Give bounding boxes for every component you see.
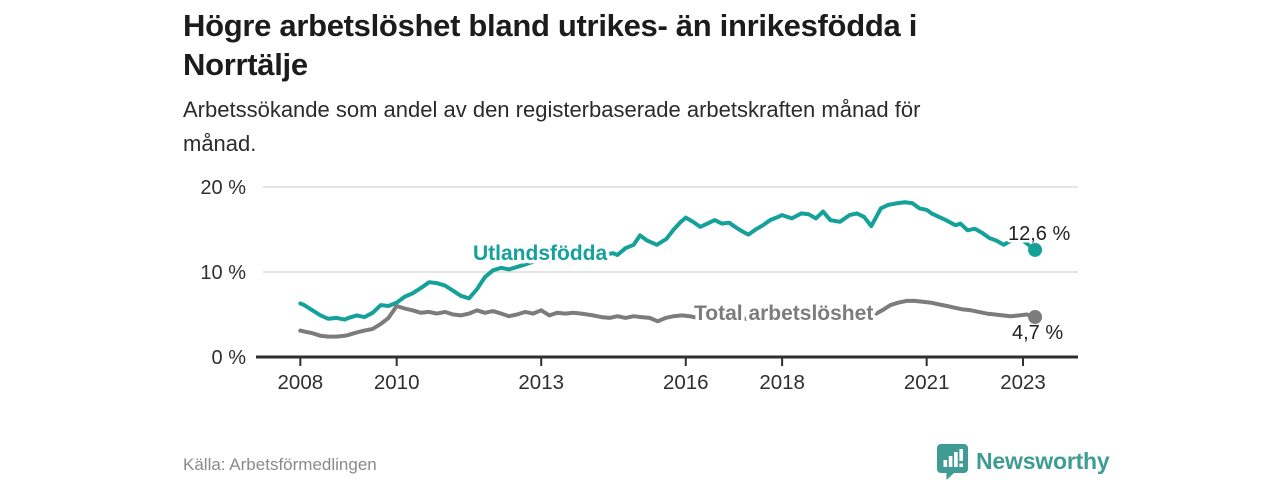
chart-labels-group: 20 % 10 % 0 % 2008 2010 2013 2016 2018 2021 2023 U… bbox=[200, 177, 1073, 394]
bar-3 bbox=[954, 452, 958, 467]
series-line-utlandsf-dda bbox=[298, 200, 1038, 322]
series-label-utlandsf-dda: Utlandsfödda bbox=[473, 242, 607, 265]
x-tick-label: 2008 bbox=[278, 371, 324, 394]
page-title: Högre arbetslöshet bland utrikes- än inr… bbox=[183, 8, 918, 82]
x-tick-label: 2013 bbox=[518, 371, 564, 394]
gridlines-group bbox=[263, 186, 1078, 273]
brand-name: Newsworthy bbox=[976, 448, 1110, 474]
newsworthy-chart-pin-icon bbox=[936, 443, 969, 480]
x-tick-label: 2023 bbox=[1000, 371, 1046, 394]
exclamation-dot bbox=[959, 463, 963, 467]
page-subtitle: Arbetssökande som andel av den registerb… bbox=[183, 97, 921, 156]
series-label-total-arbetsl-shet: Total arbetslöshet bbox=[694, 302, 873, 325]
y-tick-label: 20 % bbox=[200, 177, 246, 199]
end-value-label-total-arbetsl-shet: 4,7 % bbox=[1012, 322, 1063, 344]
end-dot-utlandsf-dda bbox=[1028, 242, 1043, 257]
x-tick-label: 2021 bbox=[904, 371, 950, 394]
y-tick-label: 0 % bbox=[212, 347, 247, 369]
end-dots-group bbox=[1028, 242, 1043, 325]
brand-logo: Newsworthy bbox=[936, 443, 1110, 480]
bar-1 bbox=[943, 460, 948, 467]
exclamation-bar bbox=[959, 449, 963, 461]
series-lines-group bbox=[298, 200, 1038, 339]
y-tick-label: 10 % bbox=[200, 262, 246, 284]
x-tick-label: 2018 bbox=[759, 371, 805, 394]
x-tick-label: 2016 bbox=[663, 371, 709, 394]
bar-2 bbox=[948, 456, 953, 467]
x-axis-group bbox=[256, 355, 1078, 366]
series-line-total-arbetsl-shet bbox=[298, 298, 1038, 339]
source-note: Källa: Arbetsförmedlingen bbox=[183, 455, 377, 474]
pin-bubble-shape bbox=[937, 444, 968, 480]
end-dot-total-arbetsl-shet bbox=[1028, 310, 1043, 325]
x-tick-label: 2010 bbox=[374, 371, 420, 394]
end-value-label-utlandsf-dda: 12,6 % bbox=[1008, 223, 1070, 245]
